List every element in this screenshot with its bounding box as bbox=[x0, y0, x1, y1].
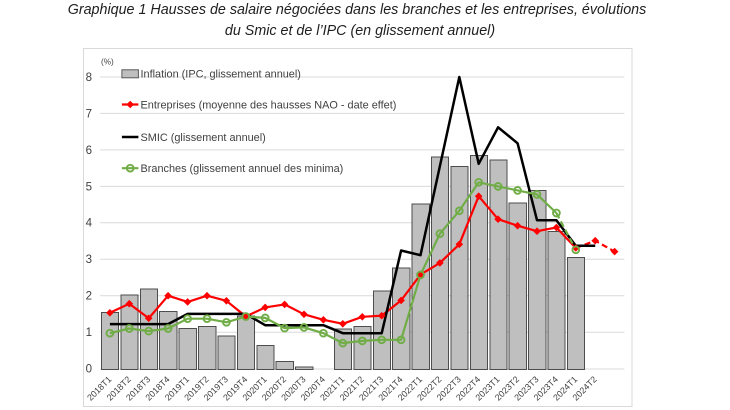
svg-text:Entreprises (moyenne des hauss: Entreprises (moyenne des hausses NAO - d… bbox=[141, 99, 397, 111]
svg-text:0: 0 bbox=[86, 364, 92, 376]
svg-text:(%): (%) bbox=[101, 58, 114, 67]
svg-text:Branches (glissement annuel de: Branches (glissement annuel des minima) bbox=[141, 163, 344, 175]
svg-text:SMIC (glissement annuel): SMIC (glissement annuel) bbox=[141, 132, 266, 144]
svg-text:8: 8 bbox=[86, 72, 92, 84]
svg-text:2: 2 bbox=[86, 291, 92, 303]
svg-text:Inflation (IPC, glissement ann: Inflation (IPC, glissement annuel) bbox=[141, 69, 301, 81]
svg-text:4: 4 bbox=[86, 218, 93, 230]
svg-text:1: 1 bbox=[86, 327, 92, 339]
svg-text:3: 3 bbox=[86, 254, 92, 266]
svg-text:6: 6 bbox=[86, 145, 92, 157]
svg-text:5: 5 bbox=[86, 181, 92, 193]
svg-text:7: 7 bbox=[86, 108, 92, 120]
